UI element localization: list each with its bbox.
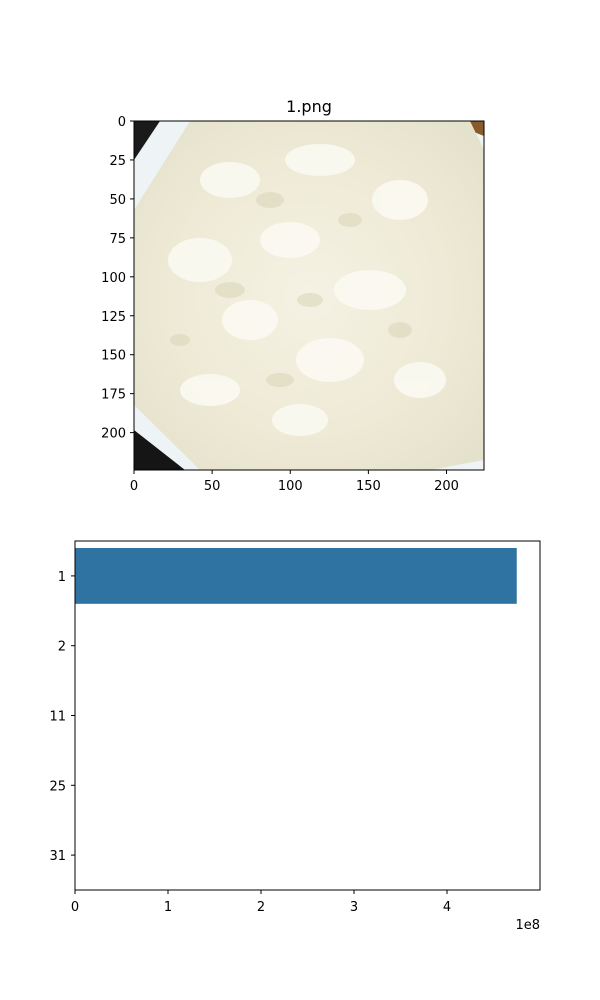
image-axes: 0 50 100 150 200 0 25 50 75 100 125 150 175 200 (101, 115, 459, 494)
bar-chart: 1 2 11 25 31 0 1 2 3 4 (49, 547, 517, 915)
image-y-tick-label: 175 (101, 388, 126, 403)
x-tick-label: 3 (350, 900, 358, 915)
y-tick-label: 11 (49, 710, 66, 725)
y-tick-label: 2 (58, 640, 66, 655)
rice-photo (134, 121, 484, 470)
image-y-tick-label: 25 (109, 154, 126, 169)
x-tick-label: 0 (71, 900, 79, 915)
y-tick-label: 31 (49, 849, 66, 864)
image-y-tick-label: 100 (101, 271, 126, 286)
image-x-tick-label: 200 (434, 479, 459, 494)
image-y-tick-label: 150 (101, 349, 126, 364)
y-tick-label: 25 (49, 779, 66, 794)
image-x-tick-label: 50 (204, 479, 221, 494)
image-x-tick-label: 0 (130, 479, 138, 494)
image-y-tick-label: 50 (109, 193, 126, 208)
image-y-tick-label: 200 (101, 427, 126, 442)
bar-chart-frame (74, 540, 541, 891)
image-x-tick-label: 150 (356, 479, 381, 494)
image-x-tick-label: 100 (278, 479, 303, 494)
x-offset-label: 1e8 (515, 918, 540, 933)
x-tick-label: 2 (257, 900, 265, 915)
bar (75, 547, 517, 604)
image-y-tick-label: 75 (109, 232, 126, 247)
image-frame (133, 120, 485, 471)
x-tick-label: 4 (443, 900, 451, 915)
image-y-tick-label: 0 (118, 115, 126, 130)
image-title: 1.png (286, 97, 332, 116)
image-y-tick-label: 125 (101, 310, 126, 325)
x-tick-label: 1 (164, 900, 172, 915)
y-tick-label: 1 (58, 570, 66, 585)
